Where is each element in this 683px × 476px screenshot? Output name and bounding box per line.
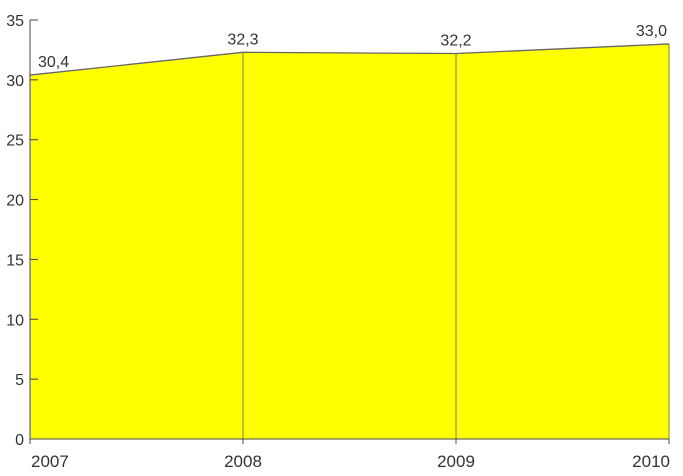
series-line [29,43,670,76]
y-tick-label: 5 [15,372,24,389]
x-tick-label: 2008 [224,452,262,471]
data-label: 32,3 [227,31,258,48]
x-tick-label: 2009 [437,452,475,471]
y-axis-ticks: 0 5 10 15 20 25 30 35 [6,13,38,449]
area-fill [30,43,669,439]
y-tick-label: 0 [15,432,24,449]
data-labels: 30,4 32,3 32,2 33,0 [38,23,667,71]
axes [29,20,669,440]
y-tick-label: 20 [6,193,24,210]
y-tick-label: 30 [6,73,24,90]
x-axis-labels: 2007 2008 2009 2010 [29,439,670,471]
data-label: 33,0 [636,23,667,40]
y-tick-label: 15 [6,252,24,269]
x-tick-label: 2010 [632,452,670,471]
area-layer [29,43,670,439]
y-tick-label: 10 [6,312,24,329]
data-label: 32,2 [440,33,471,50]
category-guides [242,43,670,439]
y-tick-label: 25 [6,133,24,150]
data-label: 30,4 [38,54,69,71]
x-tick-label: 2007 [31,452,69,471]
y-tick-label: 35 [6,13,24,30]
